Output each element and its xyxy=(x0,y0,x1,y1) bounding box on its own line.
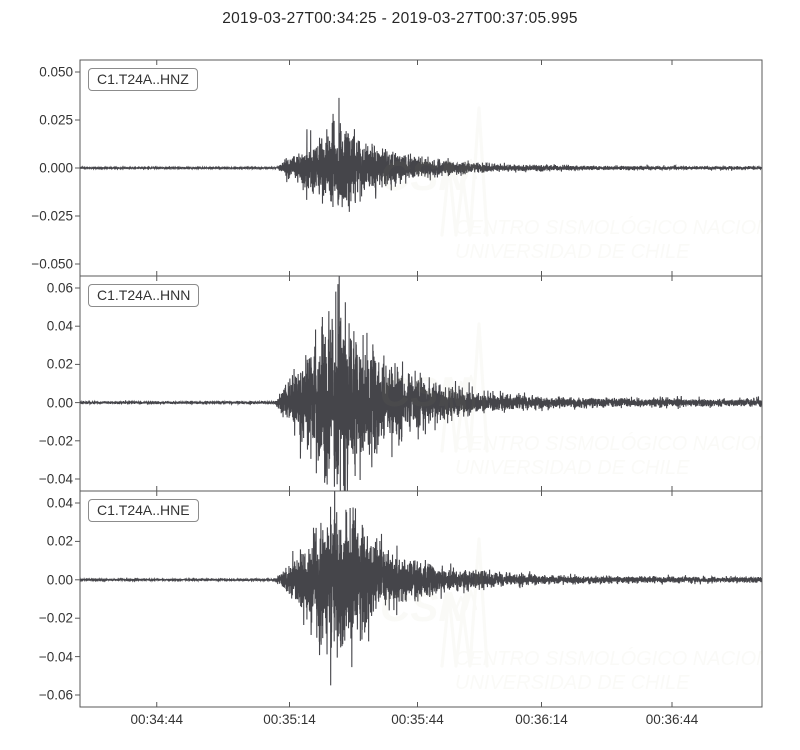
svg-text:CENTRO SISMOLÓGICO NACIONAL: CENTRO SISMOLÓGICO NACIONAL xyxy=(455,647,795,670)
svg-text:CENTRO SISMOLÓGICO NACIONAL: CENTRO SISMOLÓGICO NACIONAL xyxy=(455,216,795,239)
svg-text:UNIVERSIDAD DE CHILE: UNIVERSIDAD DE CHILE xyxy=(455,672,690,694)
svg-text:UNIVERSIDAD DE CHILE: UNIVERSIDAD DE CHILE xyxy=(455,241,690,263)
svg-text:CENTRO SISMOLÓGICO NACIONAL: CENTRO SISMOLÓGICO NACIONAL xyxy=(455,432,795,455)
svg-text:UNIVERSIDAD DE CHILE: UNIVERSIDAD DE CHILE xyxy=(455,457,690,479)
